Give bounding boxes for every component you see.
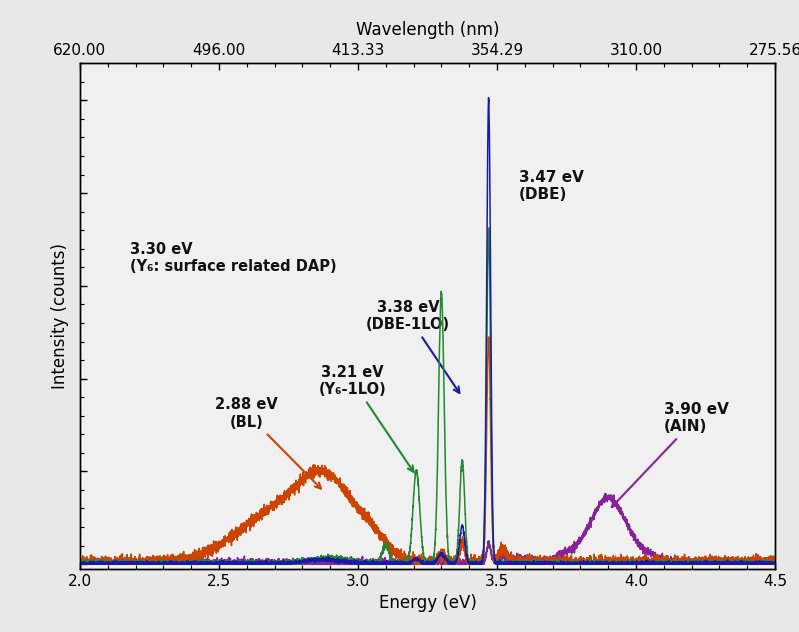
Text: 2.88 eV
(BL): 2.88 eV (BL): [216, 398, 321, 489]
Y-axis label: Intensity (counts): Intensity (counts): [51, 243, 70, 389]
Text: 3.47 eV
(DBE): 3.47 eV (DBE): [519, 170, 584, 202]
Text: 3.30 eV
(Y₆: surface related DAP): 3.30 eV (Y₆: surface related DAP): [130, 242, 336, 274]
Text: 3.21 eV
(Y₆-1LO): 3.21 eV (Y₆-1LO): [319, 365, 414, 472]
Text: 3.38 eV
(DBE-1LO): 3.38 eV (DBE-1LO): [366, 300, 459, 393]
X-axis label: Energy (eV): Energy (eV): [379, 594, 476, 612]
X-axis label: Wavelength (nm): Wavelength (nm): [356, 21, 499, 39]
Text: 3.90 eV
(AlN): 3.90 eV (AlN): [612, 402, 729, 507]
